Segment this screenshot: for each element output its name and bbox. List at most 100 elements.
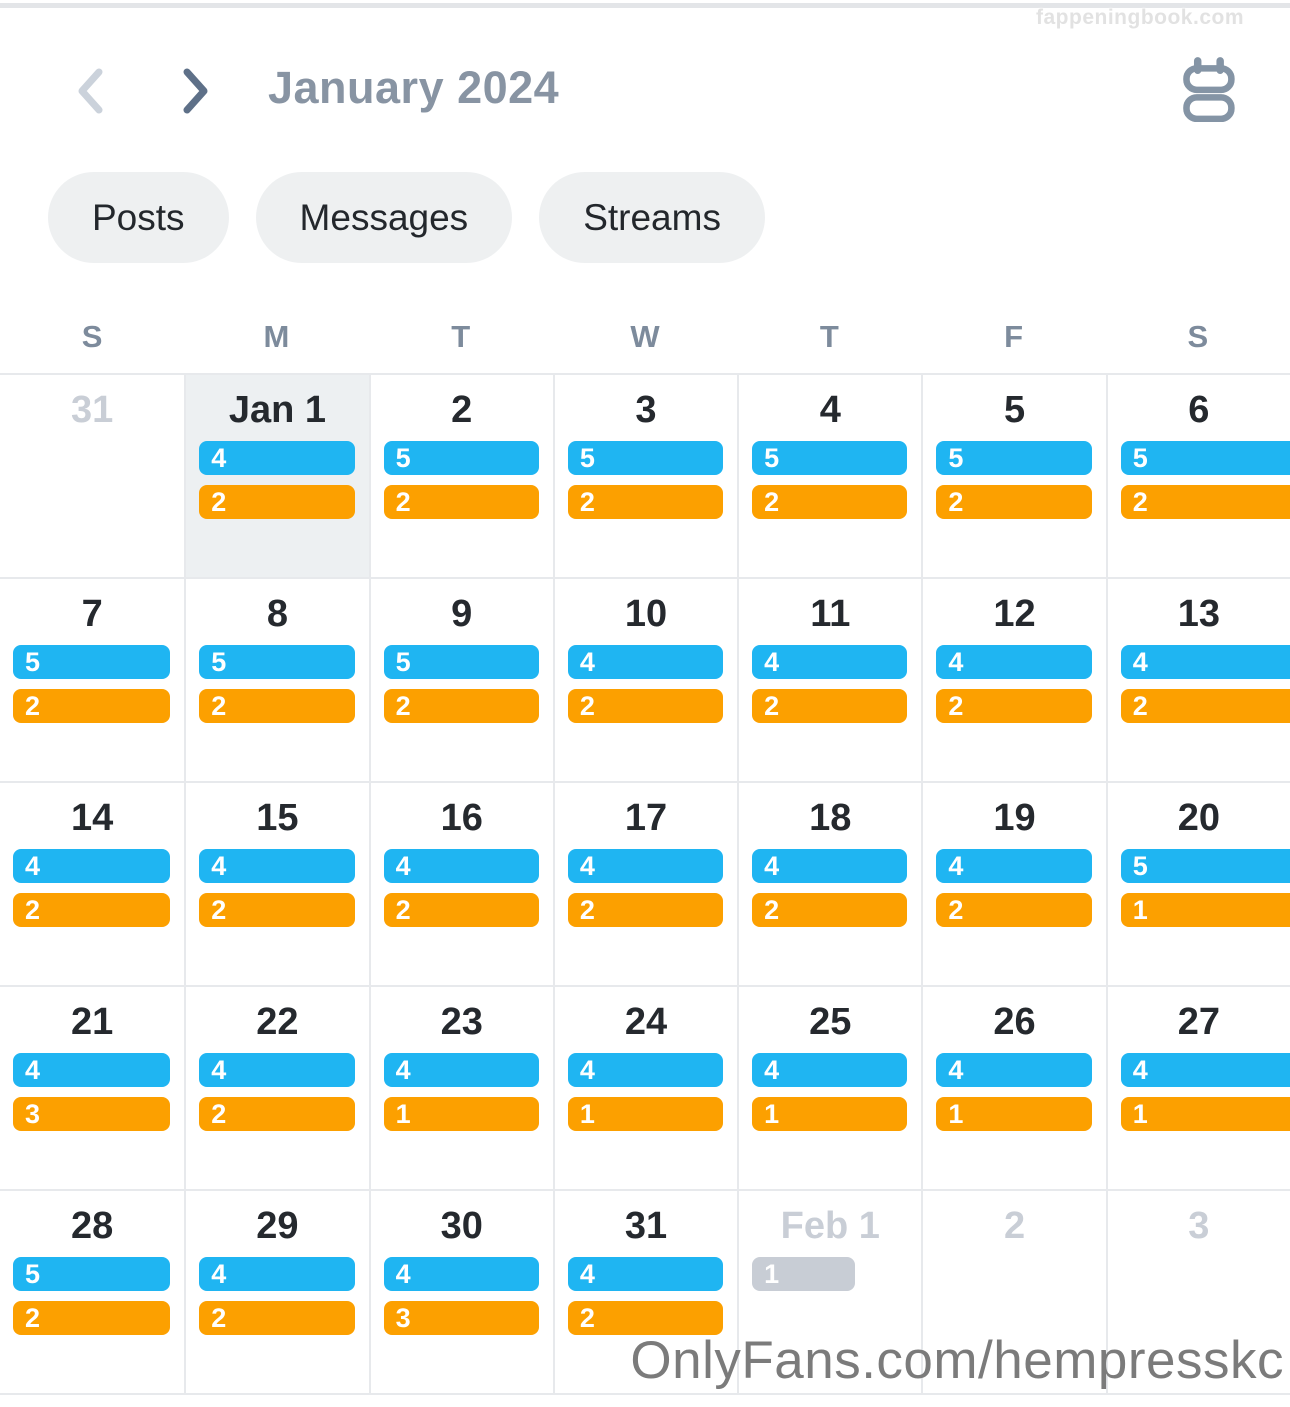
- messages-count-badge[interactable]: 1: [1120, 1097, 1290, 1131]
- next-month-button[interactable]: [172, 64, 220, 120]
- messages-count-badge[interactable]: 2: [752, 893, 908, 927]
- posts-count-badge[interactable]: 4: [936, 849, 1092, 883]
- posts-count-badge[interactable]: 5: [1120, 849, 1290, 883]
- messages-count-badge[interactable]: 3: [13, 1097, 171, 1131]
- posts-count-badge[interactable]: 4: [1120, 645, 1290, 679]
- messages-count-badge[interactable]: 2: [13, 689, 171, 723]
- messages-count-badge[interactable]: 3: [383, 1301, 539, 1335]
- messages-count-badge[interactable]: 1: [383, 1097, 539, 1131]
- posts-count-badge[interactable]: 4: [383, 849, 539, 883]
- posts-count-badge[interactable]: 5: [199, 645, 355, 679]
- filter-posts-button[interactable]: Posts: [48, 172, 229, 263]
- messages-count-badge[interactable]: 1: [752, 1097, 908, 1131]
- messages-count-badge[interactable]: 2: [383, 689, 539, 723]
- posts-count-badge[interactable]: 4: [752, 849, 908, 883]
- posts-count-badge[interactable]: 4: [383, 1053, 539, 1087]
- posts-count-badge[interactable]: 4: [752, 1053, 908, 1087]
- messages-count-badge[interactable]: 2: [13, 1301, 171, 1335]
- posts-count-badge[interactable]: 5: [752, 441, 908, 475]
- calendar-day-cell[interactable]: Feb 1 1: [737, 1191, 922, 1395]
- posts-count-badge[interactable]: 5: [13, 645, 171, 679]
- messages-count-badge[interactable]: 2: [936, 689, 1092, 723]
- filter-streams-button[interactable]: Streams: [539, 172, 765, 263]
- posts-count-badge[interactable]: 4: [199, 1257, 355, 1291]
- messages-count-badge[interactable]: 2: [1120, 689, 1290, 723]
- messages-count-badge[interactable]: 2: [567, 893, 724, 927]
- messages-count-badge[interactable]: 1: [936, 1097, 1092, 1131]
- messages-count-badge[interactable]: 2: [383, 485, 539, 519]
- posts-count-badge[interactable]: 5: [13, 1257, 171, 1291]
- messages-count-badge[interactable]: 1: [567, 1097, 724, 1131]
- posts-count-badge[interactable]: 4: [13, 1053, 171, 1087]
- messages-count-badge[interactable]: 2: [567, 689, 724, 723]
- posts-count-badge[interactable]: 5: [936, 441, 1092, 475]
- posts-count-badge[interactable]: 4: [199, 849, 355, 883]
- posts-count-badge[interactable]: 5: [567, 441, 724, 475]
- messages-count-badge[interactable]: 2: [383, 893, 539, 927]
- posts-count-badge[interactable]: 4: [567, 849, 724, 883]
- posts-count-badge[interactable]: 4: [1120, 1053, 1290, 1087]
- messages-count-badge[interactable]: 2: [199, 1301, 355, 1335]
- filter-messages-button[interactable]: Messages: [255, 172, 513, 263]
- messages-count-badge[interactable]: 2: [936, 485, 1092, 519]
- messages-count-badge[interactable]: 2: [936, 893, 1092, 927]
- posts-count-badge[interactable]: 4: [199, 441, 355, 475]
- messages-count-badge[interactable]: 2: [199, 485, 355, 519]
- posts-count-badge[interactable]: 4: [567, 645, 724, 679]
- messages-count-badge[interactable]: 2: [199, 1097, 355, 1131]
- posts-count-badge[interactable]: 4: [567, 1053, 724, 1087]
- posts-count-badge[interactable]: 4: [383, 1257, 539, 1291]
- calendar-view-button[interactable]: [1178, 54, 1238, 124]
- messages-count-badge[interactable]: 2: [199, 689, 355, 723]
- inactive-count-badge[interactable]: 1: [752, 1257, 855, 1291]
- posts-count-badge[interactable]: 4: [752, 645, 908, 679]
- calendar-day-cell[interactable]: 3: [1105, 1191, 1290, 1395]
- posts-count-badge[interactable]: 4: [936, 1053, 1092, 1087]
- messages-count-badge[interactable]: 2: [567, 485, 724, 519]
- posts-count-badge[interactable]: 5: [383, 441, 539, 475]
- posts-count-badge[interactable]: 5: [383, 645, 539, 679]
- messages-count-badge[interactable]: 2: [567, 1301, 724, 1335]
- messages-count-badge[interactable]: 2: [752, 689, 908, 723]
- messages-count-badge[interactable]: 2: [199, 893, 355, 927]
- messages-count-badge[interactable]: 1: [1120, 893, 1290, 927]
- posts-count-badge[interactable]: 4: [199, 1053, 355, 1087]
- posts-count-badge[interactable]: 4: [567, 1257, 724, 1291]
- calendar-day-cell[interactable]: 2: [921, 1191, 1106, 1395]
- posts-count-badge[interactable]: 4: [936, 645, 1092, 679]
- calendar-day-cell[interactable]: 31: [0, 375, 185, 579]
- prev-month-button[interactable]: [66, 64, 114, 120]
- messages-count-badge[interactable]: 2: [1120, 485, 1290, 519]
